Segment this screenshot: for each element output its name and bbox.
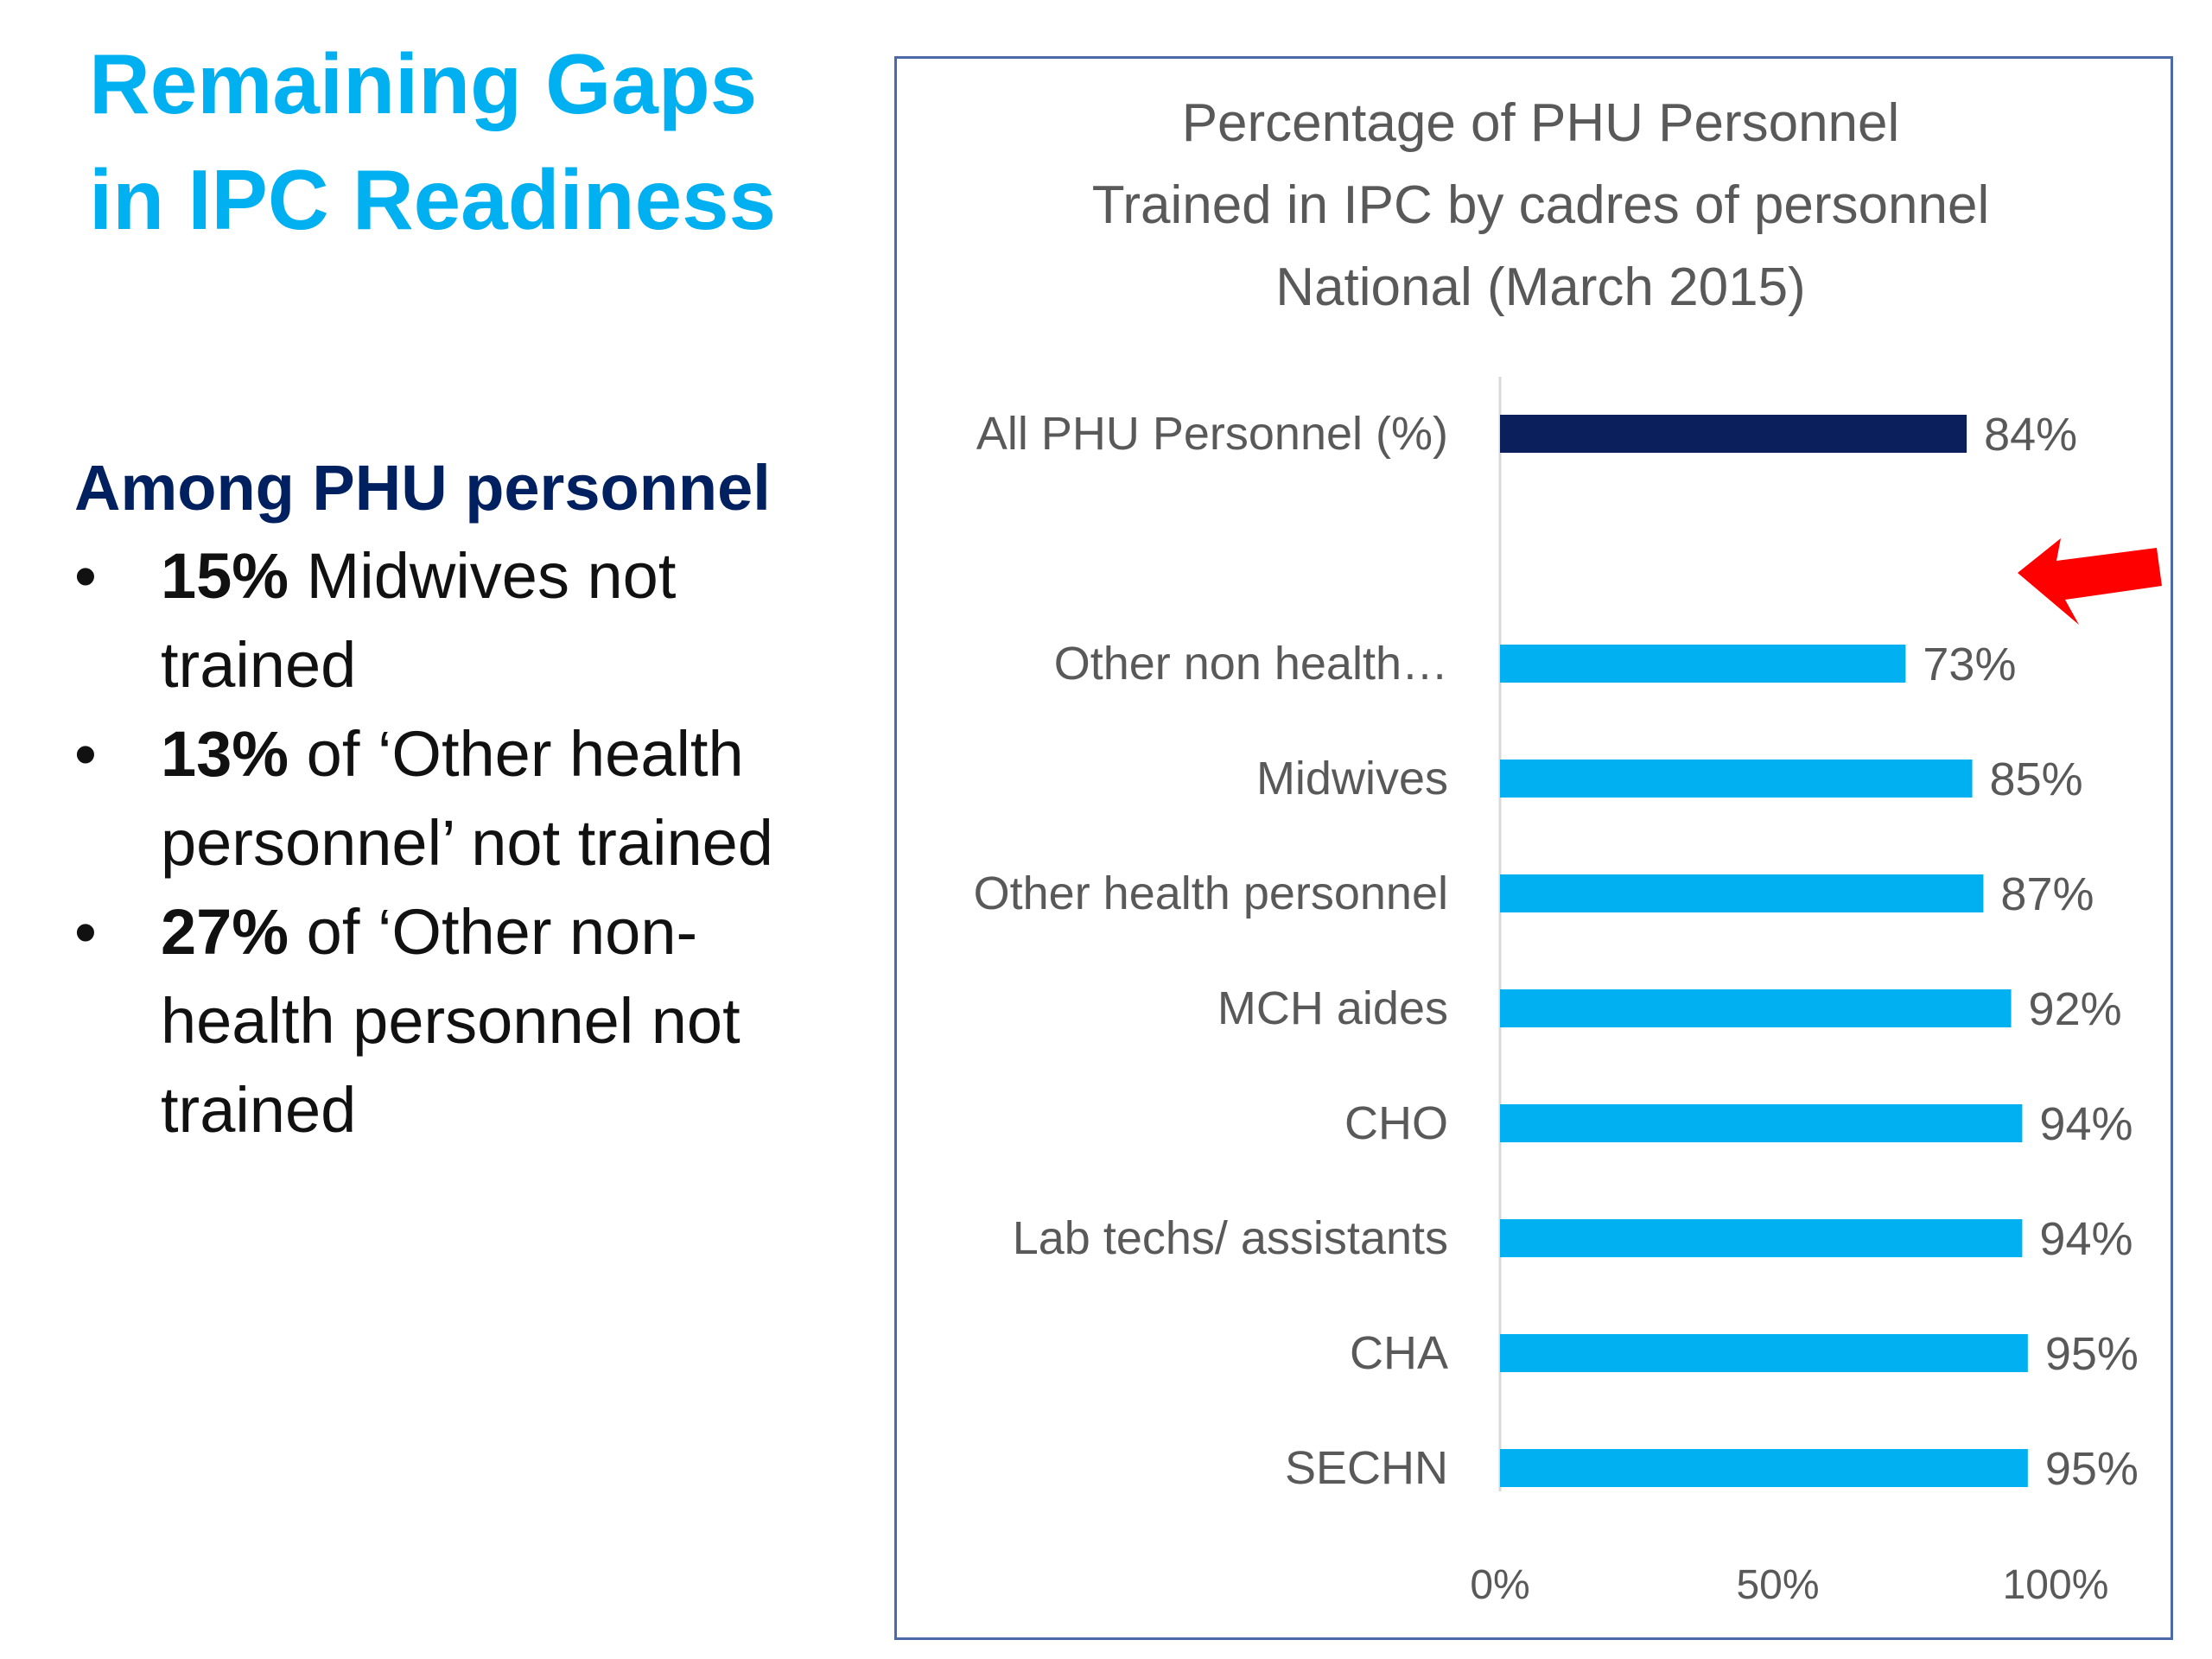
bar bbox=[1500, 1334, 2028, 1372]
bullet-text: of ‘Other non-health personnel not train… bbox=[161, 896, 741, 1146]
bar bbox=[1500, 1104, 2023, 1142]
bar bbox=[1500, 1219, 2023, 1257]
data-label: 73% bbox=[1923, 639, 2016, 690]
x-tick-label: 100% bbox=[2003, 1562, 2109, 1608]
bullet-text: Midwives not trained bbox=[161, 540, 677, 701]
x-tick-label: 50% bbox=[1736, 1562, 1819, 1608]
data-label: 92% bbox=[2029, 983, 2122, 1035]
chart-title-line: Percentage of PHU Personnel bbox=[1182, 93, 1900, 153]
slide-title-line: in IPC Readiness bbox=[89, 152, 777, 247]
bar bbox=[1500, 645, 1906, 683]
bar bbox=[1500, 415, 1967, 453]
category-label: CHO bbox=[1344, 1097, 1448, 1149]
x-tick-label: 0% bbox=[1470, 1562, 1529, 1608]
bullet-item: • 15% Midwives not trained bbox=[74, 531, 869, 709]
category-label: All PHU Personnel (%) bbox=[976, 408, 1448, 460]
bullet-item: • 13% of ‘Other health personnel’ not tr… bbox=[74, 709, 869, 887]
data-label: 87% bbox=[2000, 868, 2094, 920]
category-label: Midwives bbox=[1256, 753, 1448, 804]
bar bbox=[1500, 989, 2012, 1027]
bullet-text: of ‘Other health personnel’ not trained bbox=[161, 718, 773, 879]
bar bbox=[1500, 874, 1984, 912]
data-label: 94% bbox=[2039, 1098, 2133, 1150]
bullet-dot: • bbox=[74, 718, 97, 790]
data-label: 95% bbox=[2045, 1443, 2139, 1495]
bullet-heading: Among PHU personnel bbox=[74, 452, 771, 524]
bar bbox=[1500, 1449, 2028, 1487]
chart-title-line: Trained in IPC by cadres of personnel bbox=[1092, 175, 1989, 235]
chart-frame: Percentage of PHU Personnel Trained in IP… bbox=[894, 56, 2173, 1640]
data-label: 94% bbox=[2039, 1213, 2133, 1265]
bullet-percent: 13% bbox=[161, 718, 289, 790]
bullet-percent: 15% bbox=[161, 540, 289, 612]
red-arrow-icon bbox=[2018, 538, 2162, 625]
bullet-dot: • bbox=[74, 896, 97, 968]
bullet-dot: • bbox=[74, 540, 97, 612]
slide-title: Remaining Gaps in IPC Readiness bbox=[89, 26, 776, 257]
bullet-item: • 27% of ‘Other non-health personnel not… bbox=[74, 887, 869, 1154]
category-label: Lab techs/ assistants bbox=[1013, 1212, 1448, 1264]
data-label: 84% bbox=[1984, 409, 2077, 461]
slide-title-line: Remaining Gaps bbox=[89, 36, 758, 131]
data-label: 95% bbox=[2045, 1328, 2139, 1380]
chart-title-line: National (March 2015) bbox=[1275, 257, 1805, 317]
bar-chart: Percentage of PHU Personnel Trained in IP… bbox=[974, 93, 2162, 1608]
bullet-list: • 15% Midwives not trained • 13% of ‘Oth… bbox=[74, 531, 869, 1154]
category-label: SECHN bbox=[1285, 1442, 1448, 1494]
category-label: CHA bbox=[1350, 1327, 1448, 1379]
data-label: 85% bbox=[1990, 753, 2083, 805]
category-label: Other health personnel bbox=[974, 868, 1448, 919]
category-label: MCH aides bbox=[1217, 982, 1448, 1034]
bullet-percent: 27% bbox=[161, 896, 289, 968]
bar bbox=[1500, 760, 1973, 798]
category-label: Other non health… bbox=[1054, 638, 1448, 690]
